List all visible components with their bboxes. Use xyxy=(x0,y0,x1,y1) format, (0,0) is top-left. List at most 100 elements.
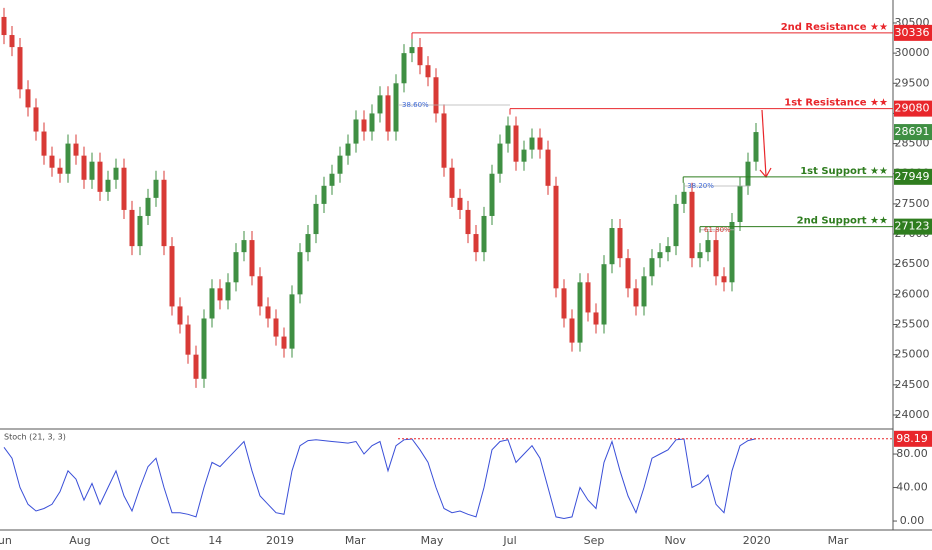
candle-body xyxy=(105,179,111,192)
candle-body xyxy=(417,47,423,66)
candle-body xyxy=(217,288,223,301)
candle-body xyxy=(521,149,527,162)
x-tick-label: Oct xyxy=(150,534,170,547)
last-price-label: 28691 xyxy=(895,125,930,138)
fib-label: 61.80% xyxy=(704,226,731,234)
candle-body xyxy=(713,240,719,277)
level-label: 1st Resistance ★★ xyxy=(784,98,888,109)
fib-label: 38.20% xyxy=(687,182,714,190)
y-tick-label: 25000 xyxy=(895,348,930,361)
candle-body xyxy=(49,155,55,168)
candle-body xyxy=(129,209,135,247)
candle-body xyxy=(465,209,471,235)
candle-body xyxy=(609,228,615,265)
candle-body xyxy=(753,132,759,162)
indicator-title: Stoch (21, 3, 3) xyxy=(4,433,66,442)
candle-body xyxy=(297,252,303,295)
y-tick-label: 24000 xyxy=(895,408,930,421)
candle-body xyxy=(577,282,583,343)
y-tick-label: 30000 xyxy=(895,46,930,59)
y-tick-label: 25500 xyxy=(895,318,930,331)
candle-body xyxy=(17,47,23,90)
candle-body xyxy=(681,191,687,204)
candle-body xyxy=(65,143,71,174)
candle-body xyxy=(1,16,7,36)
candle-body xyxy=(249,240,255,277)
candle-body xyxy=(177,306,183,325)
candle-body xyxy=(241,240,247,253)
candle-body xyxy=(305,234,311,253)
arrow xyxy=(761,109,767,177)
x-tick-label: Mar xyxy=(345,534,366,547)
candle-body xyxy=(617,228,623,259)
candle-body xyxy=(649,258,655,277)
candle-body xyxy=(729,221,735,283)
candle-body xyxy=(9,35,15,48)
candle-body xyxy=(185,324,191,355)
candle-body xyxy=(625,258,631,289)
last-price-tag xyxy=(894,124,932,141)
y-tick-label: 27500 xyxy=(895,197,930,210)
fib-label: 38.60% xyxy=(402,101,429,109)
candle-body xyxy=(449,167,455,198)
candle-body xyxy=(665,246,671,253)
level-tag xyxy=(894,100,932,117)
candle-body xyxy=(33,107,39,132)
y-tick-label: 24500 xyxy=(895,378,930,391)
candle-body xyxy=(505,125,511,144)
level-label: 2nd Support ★★ xyxy=(797,216,888,227)
candle-body xyxy=(457,197,463,210)
level-tag-label: 29080 xyxy=(895,102,930,115)
candle-body xyxy=(569,318,575,343)
candle-body xyxy=(289,294,295,349)
candle-body xyxy=(97,161,103,192)
level-label: 1st Support ★★ xyxy=(800,166,888,177)
candle-body xyxy=(337,155,343,174)
x-tick-label: Nov xyxy=(664,534,686,547)
candle-body xyxy=(393,83,399,132)
candle-body xyxy=(641,276,647,307)
candle-body xyxy=(721,276,727,283)
x-tick-label: Sep xyxy=(584,534,605,547)
candle-body xyxy=(385,95,391,132)
level-tag-label: 27123 xyxy=(895,220,930,233)
candle-body xyxy=(561,288,567,319)
candle-body xyxy=(145,197,151,216)
candle-body xyxy=(745,161,751,186)
candle-body xyxy=(537,137,543,150)
candle-body xyxy=(441,113,447,168)
candle-body xyxy=(353,119,359,144)
x-tick-label: 2019 xyxy=(266,534,294,547)
x-tick-label: Mar xyxy=(828,534,849,547)
candle-body xyxy=(601,264,607,325)
candle-body xyxy=(545,149,551,186)
stoch-line xyxy=(3,438,757,520)
level-tag-label: 27949 xyxy=(895,170,930,183)
candle-body xyxy=(281,336,287,349)
candle-body xyxy=(161,179,167,247)
x-tick-label: Jul xyxy=(502,534,516,547)
stoch-tag-label: 98.19 xyxy=(896,432,928,445)
y-tick-label: 80.00 xyxy=(896,447,928,460)
candle-body xyxy=(425,65,431,78)
x-tick-label: May xyxy=(421,534,444,547)
candle-body xyxy=(193,354,199,379)
candle-body xyxy=(737,185,743,222)
candle-body xyxy=(169,246,175,307)
stoch-tag xyxy=(894,430,932,447)
candle-body xyxy=(153,179,159,198)
x-tick-label: 2020 xyxy=(743,534,771,547)
candle-body xyxy=(265,306,271,319)
candle-body xyxy=(377,95,383,114)
candle-body xyxy=(585,282,591,313)
candle-body xyxy=(705,240,711,253)
y-tick-label: 26000 xyxy=(895,287,930,300)
candle-body xyxy=(313,203,319,235)
level-tag xyxy=(894,24,932,41)
candle-body xyxy=(137,215,143,247)
candle-body xyxy=(273,318,279,337)
candle-body xyxy=(409,47,415,54)
candle-body xyxy=(257,276,263,307)
candle-body xyxy=(689,191,695,259)
